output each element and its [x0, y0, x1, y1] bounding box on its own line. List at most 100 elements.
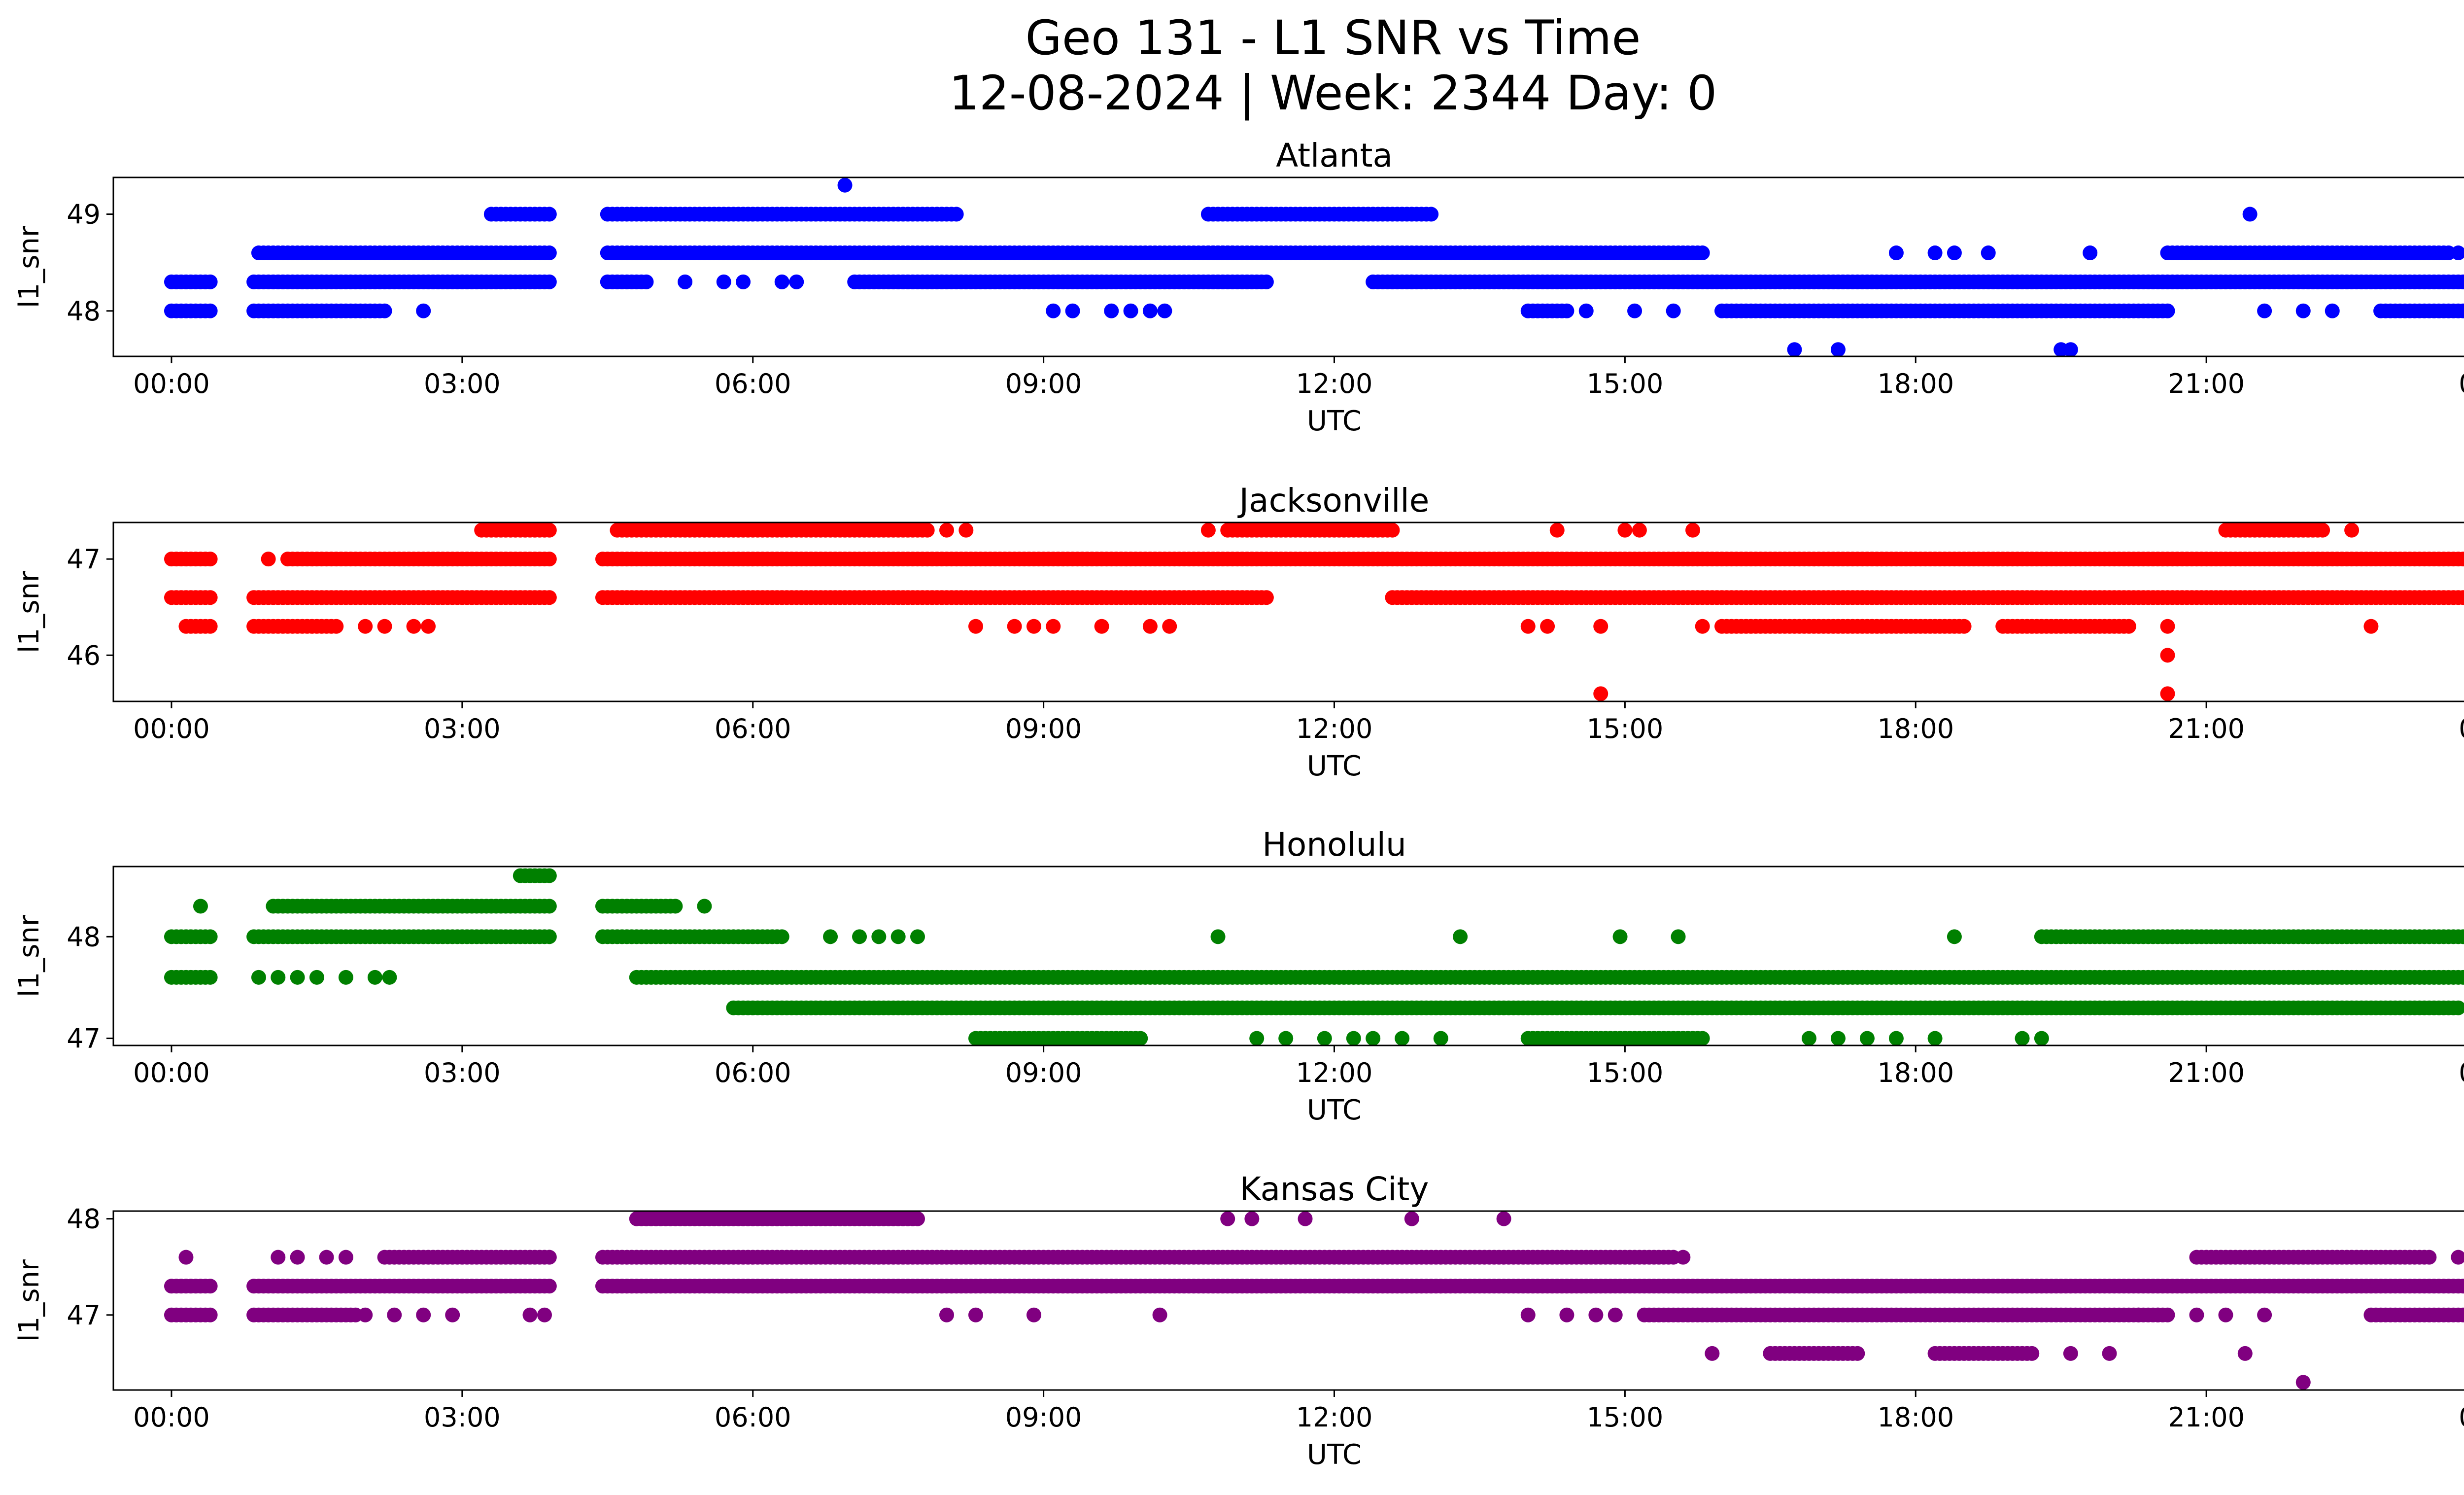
data-point: [2160, 619, 2175, 634]
data-point: [2451, 245, 2464, 261]
x-tick-label: 00:00: [2459, 368, 2464, 399]
x-tick-label: 09:00: [1005, 713, 1082, 744]
x-tick-label: 12:00: [1296, 1057, 1373, 1088]
data-point: [542, 1250, 557, 1265]
x-axis-label: UTC: [1307, 405, 1362, 437]
data-point: [387, 1307, 402, 1322]
data-point: [1830, 342, 1846, 356]
data-point: [1123, 303, 1138, 318]
data-point: [338, 970, 353, 985]
data-point: [1593, 619, 1608, 634]
data-point: [1404, 1211, 1419, 1226]
data-point: [261, 552, 276, 567]
data-point: [2461, 1309, 2464, 1321]
data-point: [939, 1307, 954, 1322]
data-point: [2015, 1031, 2030, 1045]
data-point: [1671, 929, 1686, 944]
data-point: [358, 619, 373, 634]
data-point: [852, 929, 867, 944]
data-point: [2189, 1307, 2204, 1322]
data-point: [542, 552, 557, 567]
data-point: [1549, 522, 1565, 538]
x-tick-label: 00:00: [2459, 713, 2464, 744]
data-point: [1046, 303, 1061, 318]
data-point: [1220, 1211, 1235, 1226]
data-point: [203, 552, 218, 567]
data-point: [1520, 1307, 1536, 1322]
data-point: [542, 522, 557, 538]
y-tick-label: 46: [67, 640, 101, 671]
data-point: [1259, 590, 1274, 605]
data-point: [203, 590, 218, 605]
data-point: [1317, 1031, 1332, 1045]
data-point: [736, 274, 751, 289]
data-point: [203, 274, 218, 289]
data-point: [1888, 1031, 1904, 1045]
data-point: [1947, 929, 1962, 944]
data-point: [1578, 303, 1594, 318]
data-point: [421, 619, 436, 634]
data-point: [1157, 303, 1172, 318]
x-tick-label: 12:00: [1296, 713, 1373, 744]
data-point: [2461, 591, 2464, 604]
data-point: [2295, 1375, 2311, 1390]
data-point: [1200, 522, 1216, 538]
data-point: [1133, 1031, 1148, 1045]
data-point: [2160, 648, 2175, 663]
data-point: [837, 177, 853, 193]
y-tick-label: 47: [67, 1023, 101, 1054]
data-point: [377, 303, 392, 318]
data-point: [542, 274, 557, 289]
data-point: [871, 929, 887, 944]
data-point: [358, 1307, 373, 1322]
data-point: [1559, 1307, 1574, 1322]
data-point: [2121, 619, 2136, 634]
y-tick-label: 49: [67, 199, 101, 230]
data-point: [1298, 1211, 1313, 1226]
data-point: [1787, 342, 1802, 356]
data-point: [1705, 1346, 1720, 1361]
data-point: [367, 970, 382, 985]
data-point: [1142, 619, 1158, 634]
x-tick-label: 15:00: [1587, 1402, 1664, 1433]
x-tick-label: 03:00: [424, 1402, 501, 1433]
y-tick-label: 47: [67, 1300, 101, 1331]
data-point: [1617, 522, 1633, 538]
data-points: [164, 1211, 2464, 1390]
x-tick-label: 15:00: [1587, 713, 1664, 744]
data-point: [416, 1307, 431, 1322]
x-tick-label: 03:00: [424, 713, 501, 744]
x-tick-label: 18:00: [1877, 1402, 1954, 1433]
x-tick-label: 18:00: [1877, 713, 1954, 744]
data-point: [1666, 303, 1681, 318]
x-tick-label: 06:00: [715, 713, 791, 744]
panel-honolulu: Honolulu 00:00 03:00 06:00 09:00 12:00 15:00 18…: [13, 826, 2464, 1126]
y-axis-label: l1_snr: [13, 225, 45, 308]
x-axis-label: UTC: [1307, 750, 1362, 782]
data-point: [2083, 245, 2098, 261]
data-point: [1424, 207, 1439, 222]
data-point: [890, 929, 906, 944]
data-point: [639, 274, 654, 289]
data-point: [1346, 1031, 1361, 1045]
x-tick-label: 03:00: [424, 368, 501, 399]
panel-title: Atlanta: [1276, 137, 1393, 174]
data-point: [716, 274, 731, 289]
data-point: [1046, 619, 1061, 634]
data-point: [2063, 342, 2078, 356]
x-tick-label: 00:00: [133, 368, 210, 399]
x-tick-label: 00:00: [2459, 1402, 2464, 1433]
x-tick-label: 21:00: [2168, 368, 2245, 399]
data-point: [2325, 303, 2340, 318]
data-point: [377, 619, 392, 634]
data-point: [1593, 686, 1608, 701]
data-point: [445, 1307, 460, 1322]
data-point: [203, 929, 218, 944]
data-point: [1888, 245, 1904, 261]
x-axis-label: UTC: [1307, 1094, 1362, 1126]
data-point: [2451, 1000, 2464, 1015]
figure-title-line1: Geo 131 - L1 SNR vs Time: [1026, 10, 1641, 66]
data-point: [2461, 553, 2464, 565]
data-point: [2160, 686, 2175, 701]
